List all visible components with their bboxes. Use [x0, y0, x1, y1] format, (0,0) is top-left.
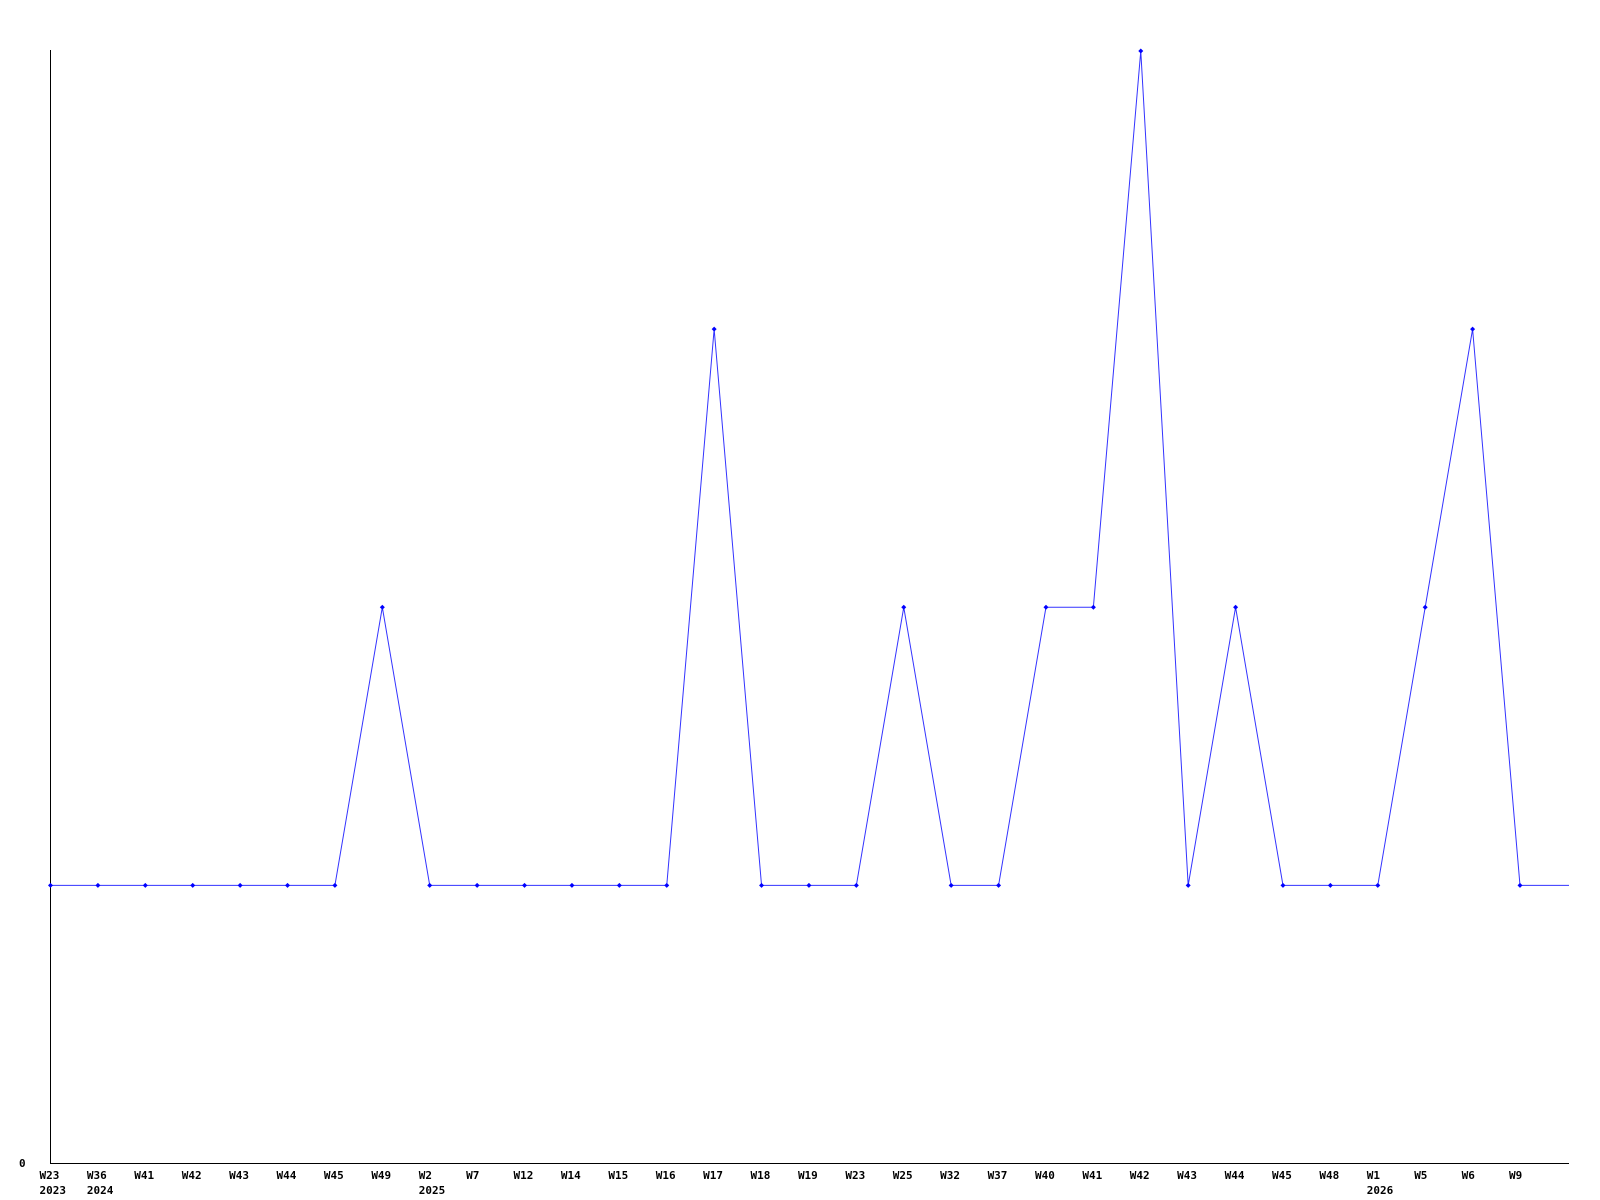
data-point	[142, 882, 148, 888]
data-point	[1375, 882, 1381, 888]
data-point	[948, 882, 954, 888]
x-tick-label: W7	[466, 1169, 479, 1182]
x-tick-label: W42	[182, 1169, 202, 1182]
y-tick-label-0: 0	[19, 1157, 26, 1170]
data-point	[48, 882, 53, 888]
x-year-label: 2024	[87, 1184, 114, 1197]
data-point	[427, 882, 433, 888]
data-point	[569, 882, 575, 888]
data-point	[1517, 882, 1523, 888]
data-point	[1233, 604, 1239, 610]
x-tick-label: W18	[751, 1169, 771, 1182]
data-point	[711, 326, 717, 332]
x-tick-label: W42	[1130, 1169, 1150, 1182]
data-point	[996, 882, 1002, 888]
x-year-label: 2023	[40, 1184, 67, 1197]
x-tick-label: W41	[134, 1169, 154, 1182]
x-tick-label: W32	[940, 1169, 960, 1182]
data-point	[474, 882, 480, 888]
data-point	[1185, 882, 1191, 888]
data-point	[237, 882, 243, 888]
data-point	[759, 882, 765, 888]
x-tick-label: W14	[561, 1169, 581, 1182]
x-tick-label: W17	[703, 1169, 723, 1182]
x-tick-label: W19	[798, 1169, 818, 1182]
data-point	[332, 882, 338, 888]
x-tick-label: W45	[1272, 1169, 1292, 1182]
data-point	[1422, 604, 1428, 610]
data-point	[190, 882, 196, 888]
data-point	[1280, 882, 1286, 888]
x-tick-label: W25	[893, 1169, 913, 1182]
x-tick-label: W16	[656, 1169, 676, 1182]
series-line	[50, 50, 1569, 886]
data-point	[1138, 48, 1144, 54]
x-tick-label: W44	[1225, 1169, 1245, 1182]
x-tick-label: W43	[229, 1169, 249, 1182]
data-point	[616, 882, 622, 888]
x-tick-label: W49	[371, 1169, 391, 1182]
x-tick-label: W44	[277, 1169, 297, 1182]
data-point	[1327, 882, 1333, 888]
x-tick-label: W41	[1082, 1169, 1102, 1182]
x-tick-label: W48	[1319, 1169, 1339, 1182]
data-point	[285, 882, 291, 888]
x-year-label: 2025	[419, 1184, 446, 1197]
data-point	[664, 882, 670, 888]
x-tick-label: W9	[1509, 1169, 1522, 1182]
x-tick-label: W37	[988, 1169, 1008, 1182]
x-tick-label: W45	[324, 1169, 344, 1182]
x-tick-label: W15	[608, 1169, 628, 1182]
x-tick-label: W23	[40, 1169, 60, 1182]
data-point	[853, 882, 859, 888]
x-tick-label: W1	[1367, 1169, 1381, 1182]
x-tick-label: W6	[1462, 1169, 1476, 1182]
x-tick-label: W40	[1035, 1169, 1055, 1182]
x-tick-label: W43	[1177, 1169, 1197, 1182]
data-point	[522, 882, 528, 888]
data-point	[806, 882, 812, 888]
data-point	[1090, 604, 1096, 610]
x-tick-label: W12	[514, 1169, 534, 1182]
x-tick-label: W5	[1414, 1169, 1427, 1182]
x-tick-label: W23	[845, 1169, 865, 1182]
x-tick-label: W36	[87, 1169, 107, 1182]
data-point	[901, 604, 907, 610]
data-point	[1043, 604, 1049, 610]
data-point	[379, 604, 385, 610]
x-year-label: 2026	[1367, 1184, 1394, 1197]
data-point	[1470, 326, 1476, 332]
data-point	[95, 882, 101, 888]
x-tick-label: W2	[419, 1169, 432, 1182]
